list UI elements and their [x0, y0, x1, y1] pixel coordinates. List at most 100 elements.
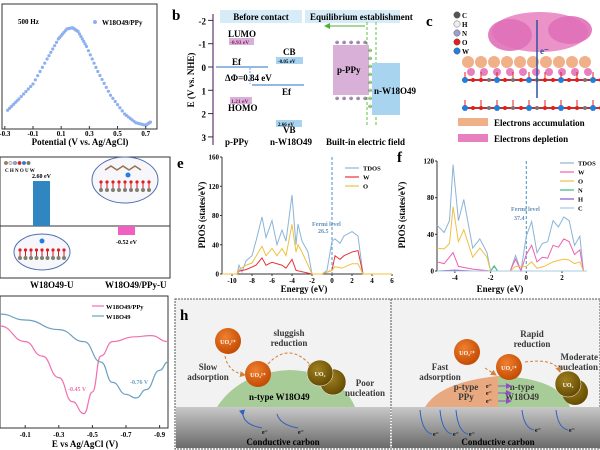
uo2-product — [554, 370, 582, 398]
atom — [511, 106, 515, 110]
series-w18o49 — [0, 313, 169, 399]
data-point — [83, 42, 87, 46]
p-ppy-block-label: p-PPy — [337, 65, 361, 75]
atom — [526, 105, 532, 111]
legend-label: W — [578, 170, 585, 177]
uo2-product — [306, 359, 334, 387]
data-point — [120, 109, 124, 113]
y-tick-label: 40 — [427, 231, 435, 239]
hole-symbol: ⊕ — [356, 40, 360, 46]
lattice-atom — [117, 188, 121, 192]
y-tick-label: -1 — [199, 40, 207, 50]
atom — [503, 106, 507, 110]
oxygen-atom — [56, 248, 61, 252]
series-o — [222, 224, 392, 275]
electron-label: e⁻ — [262, 430, 268, 436]
uranium-atom — [39, 238, 45, 244]
uo2-label: UO₂ — [315, 372, 326, 378]
data-point — [96, 69, 100, 74]
frequency-annotation: 500 Hz — [18, 18, 39, 26]
data-point — [33, 78, 37, 82]
atom — [487, 106, 491, 110]
y-axis-label: E (V vs. NHE) — [186, 53, 196, 108]
moderate-nucleation-label: Moderate — [561, 352, 598, 362]
oxygen-atom — [51, 248, 55, 252]
legend-label: O — [363, 184, 368, 191]
x-tick-label: -2 — [309, 277, 315, 285]
before-contact-title: Before contact — [233, 12, 289, 22]
w18o49-layer-right — [498, 376, 570, 407]
n-w18o49-label: n-W18O49 — [270, 137, 313, 147]
x-tick-label: -4 — [452, 274, 458, 282]
series-tdos — [222, 194, 392, 275]
y-tick-label: 1 — [202, 86, 207, 96]
p-type-ppy-label: PPy — [458, 392, 474, 402]
electron-flow-arrow — [555, 409, 569, 431]
charge-symbol: ⊖ — [368, 88, 372, 94]
hole-symbol: ⊕ — [335, 40, 339, 46]
x-tick-label: 0.3 — [85, 130, 94, 138]
atom-label: N — [462, 30, 467, 38]
lattice-atom — [23, 256, 28, 260]
x-tick-label: 0.5 — [113, 130, 122, 138]
n-type-w18o49-label: n-type — [510, 382, 535, 392]
y-tick-label: 40 — [212, 241, 220, 249]
data-point — [92, 61, 96, 65]
legend-marker — [93, 20, 97, 24]
fermi-level-label: Fermi level — [511, 207, 540, 213]
electron-label: e⁻ — [535, 428, 541, 434]
data-point — [53, 44, 57, 48]
sluggish-reduction-label: reduction — [271, 338, 308, 348]
adsorbed-uranyl-ion — [496, 354, 522, 380]
atom-legend-icon — [26, 161, 31, 165]
data-point — [17, 97, 21, 101]
oxygen-atom — [135, 180, 139, 184]
atom — [567, 106, 571, 110]
hole-symbol: ⊕ — [356, 96, 360, 102]
charge-symbol: ⊖ — [368, 104, 372, 110]
carbon-label-right: Conductive carbon — [461, 437, 534, 447]
lattice-atom — [141, 188, 145, 192]
y-tick-label: 0 — [202, 63, 207, 73]
fast-adsorption-label: Fast — [432, 362, 449, 372]
atom — [558, 105, 564, 111]
bar-value-label: 2.60 eV — [32, 174, 52, 180]
atom — [567, 78, 571, 82]
charge-symbol: ⊖ — [368, 64, 372, 70]
vb-value: 2.66 eV — [278, 123, 294, 128]
electron-flow-arrow — [439, 409, 453, 435]
atom — [558, 77, 564, 83]
y-tick-label: 2 — [202, 110, 207, 120]
accumulation-lobe — [566, 56, 578, 68]
atom — [551, 106, 555, 110]
charge-symbol: ⊖ — [368, 96, 372, 102]
panel-f-pdos: f PDOS (states/eV) Energy (eV) Fermi lev… — [397, 150, 596, 294]
depletion-label: Electrons depletion — [494, 134, 568, 144]
x-tick-label: -0.1 — [27, 130, 39, 138]
data-point — [82, 39, 86, 44]
bar-w18o49-u — [33, 181, 50, 226]
atom — [543, 106, 547, 110]
x-tick-label: -8 — [249, 277, 255, 285]
poor-nucleation-label: nucleation — [345, 388, 385, 398]
lattice-atom — [123, 188, 127, 192]
ppy-chain — [104, 165, 142, 171]
y-tick-label: 0 — [216, 271, 220, 279]
carbon-substrate-left — [176, 407, 390, 448]
hole-symbol: ⊕ — [342, 96, 346, 102]
panel-label-f: f — [397, 150, 403, 166]
lattice-atom — [135, 188, 139, 192]
accumulation-lobe — [527, 56, 539, 68]
atom — [575, 106, 579, 110]
depletion-lobe — [558, 68, 566, 76]
uranyl-ion — [454, 339, 480, 365]
accumulation-lobe — [540, 56, 552, 68]
legend-label: C — [578, 206, 583, 213]
fermi-level-value: 26.5 — [318, 229, 329, 235]
x-tick-label: 6 — [390, 277, 394, 285]
y-tick-label: -2 — [199, 16, 207, 26]
atom — [535, 106, 539, 110]
data-point — [102, 81, 106, 85]
depletion-lobe — [506, 68, 514, 76]
